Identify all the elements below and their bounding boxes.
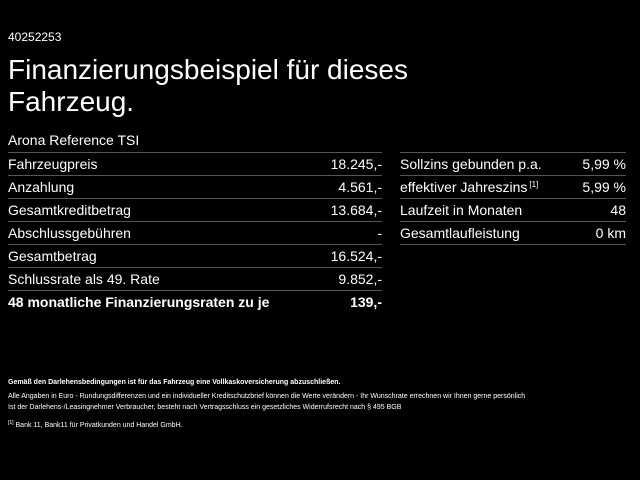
title: Fahrzeug. — [8, 86, 135, 117]
row-value: 13.684,- — [330, 202, 382, 218]
table-row: Laufzeit in Monaten 48 — [400, 198, 626, 221]
footnote: [1] Bank 11, Bank11 für Privatkunden und… — [8, 420, 183, 429]
row-value: 9.852,- — [338, 271, 382, 287]
row-label: Anzahlung — [8, 179, 74, 195]
model: Arona Reference TSI — [8, 132, 140, 148]
row-value: 48 — [610, 202, 626, 218]
row-value: 139,- — [350, 294, 382, 310]
table-row: Gesamtbetrag 16.524,- — [8, 244, 382, 267]
table-row: effektiver Jahreszins [1] 5,99 % — [400, 175, 626, 198]
label-text: Gesamtlaufleistung — [400, 225, 520, 241]
row-value: 4.561,- — [338, 179, 382, 195]
table-row: Gesamtkreditbetrag 13.684,- — [8, 198, 382, 221]
footnote-text: Bank 11, Bank11 für Privatkunden und Han… — [15, 422, 183, 429]
table-row: Abschlussgebühren - — [8, 221, 382, 244]
label-text: Fahrzeugpreis — [8, 156, 98, 172]
offer-id: 40252253 — [8, 30, 62, 44]
row-label: Laufzeit in Monaten — [400, 202, 522, 218]
label-text: Anzahlung — [8, 179, 75, 195]
financing-table: Fahrzeugpreis 18.245,- Anzahlung 4.561,- Ges… — [8, 152, 382, 313]
footnote: Alle Angaben in Euro - Rundungsdifferenz… — [8, 393, 526, 400]
label-text: Schlussrate als 49. Rate — [8, 271, 160, 287]
label-text: Abschlussgebühren — [8, 225, 131, 241]
table-row: Fahrzeugpreis 18.245,- — [8, 152, 382, 175]
label-text: effektiver Jahreszins — [400, 179, 528, 195]
title: Finanzierungsbeispiel für dieses — [8, 54, 408, 85]
row-label: effektiver Jahreszins [1] — [400, 179, 538, 195]
row-label: Gesamtlaufleistung — [400, 225, 520, 241]
row-label: Sollzins gebunden p.a. — [400, 156, 542, 172]
row-label: Abschlussgebühren — [8, 225, 131, 241]
label-text: 48 monatliche Finanzierungsraten zu je — [8, 294, 270, 310]
row-label: 48 monatliche Finanzierungsraten zu je — [8, 294, 269, 310]
table-row: 48 monatliche Finanzierungsraten zu je 13… — [8, 290, 382, 313]
row-value: 5,99 % — [582, 179, 626, 195]
table-row: Gesamtlaufleistung 0 km — [400, 221, 626, 244]
table-row: Sollzins gebunden p.a. 5,99 % — [400, 152, 626, 175]
row-label: Gesamtkreditbetrag — [8, 202, 131, 218]
footnote-mark: [1] — [8, 420, 14, 426]
table-row: Anzahlung 4.561,- — [8, 175, 382, 198]
footnote: Gemäß den Darlehensbedingungen ist für d… — [8, 379, 341, 386]
label-text: Gesamtkreditbetrag — [8, 202, 131, 218]
row-value: - — [377, 225, 382, 241]
interest-table: Sollzins gebunden p.a. 5,99 % effektiver J… — [400, 152, 626, 245]
row-label: Fahrzeugpreis — [8, 156, 98, 172]
row-value: 0 km — [595, 225, 626, 241]
row-value: 18.245,- — [330, 156, 382, 172]
row-value: 16.524,- — [330, 248, 382, 264]
label-text: Gesamtbetrag — [8, 248, 97, 264]
footnote: Ist der Darlehens-/Leasingnehmer Verbrau… — [8, 404, 402, 411]
row-value: 5,99 % — [582, 156, 626, 172]
footnote-mark: [1] — [529, 180, 539, 189]
row-label: Gesamtbetrag — [8, 248, 97, 264]
row-label: Schlussrate als 49. Rate — [8, 271, 160, 287]
label-text: Laufzeit in Monaten — [400, 202, 523, 218]
label-text: Sollzins gebunden p.a. — [400, 156, 542, 172]
table-row: Schlussrate als 49. Rate 9.852,- — [8, 267, 382, 290]
